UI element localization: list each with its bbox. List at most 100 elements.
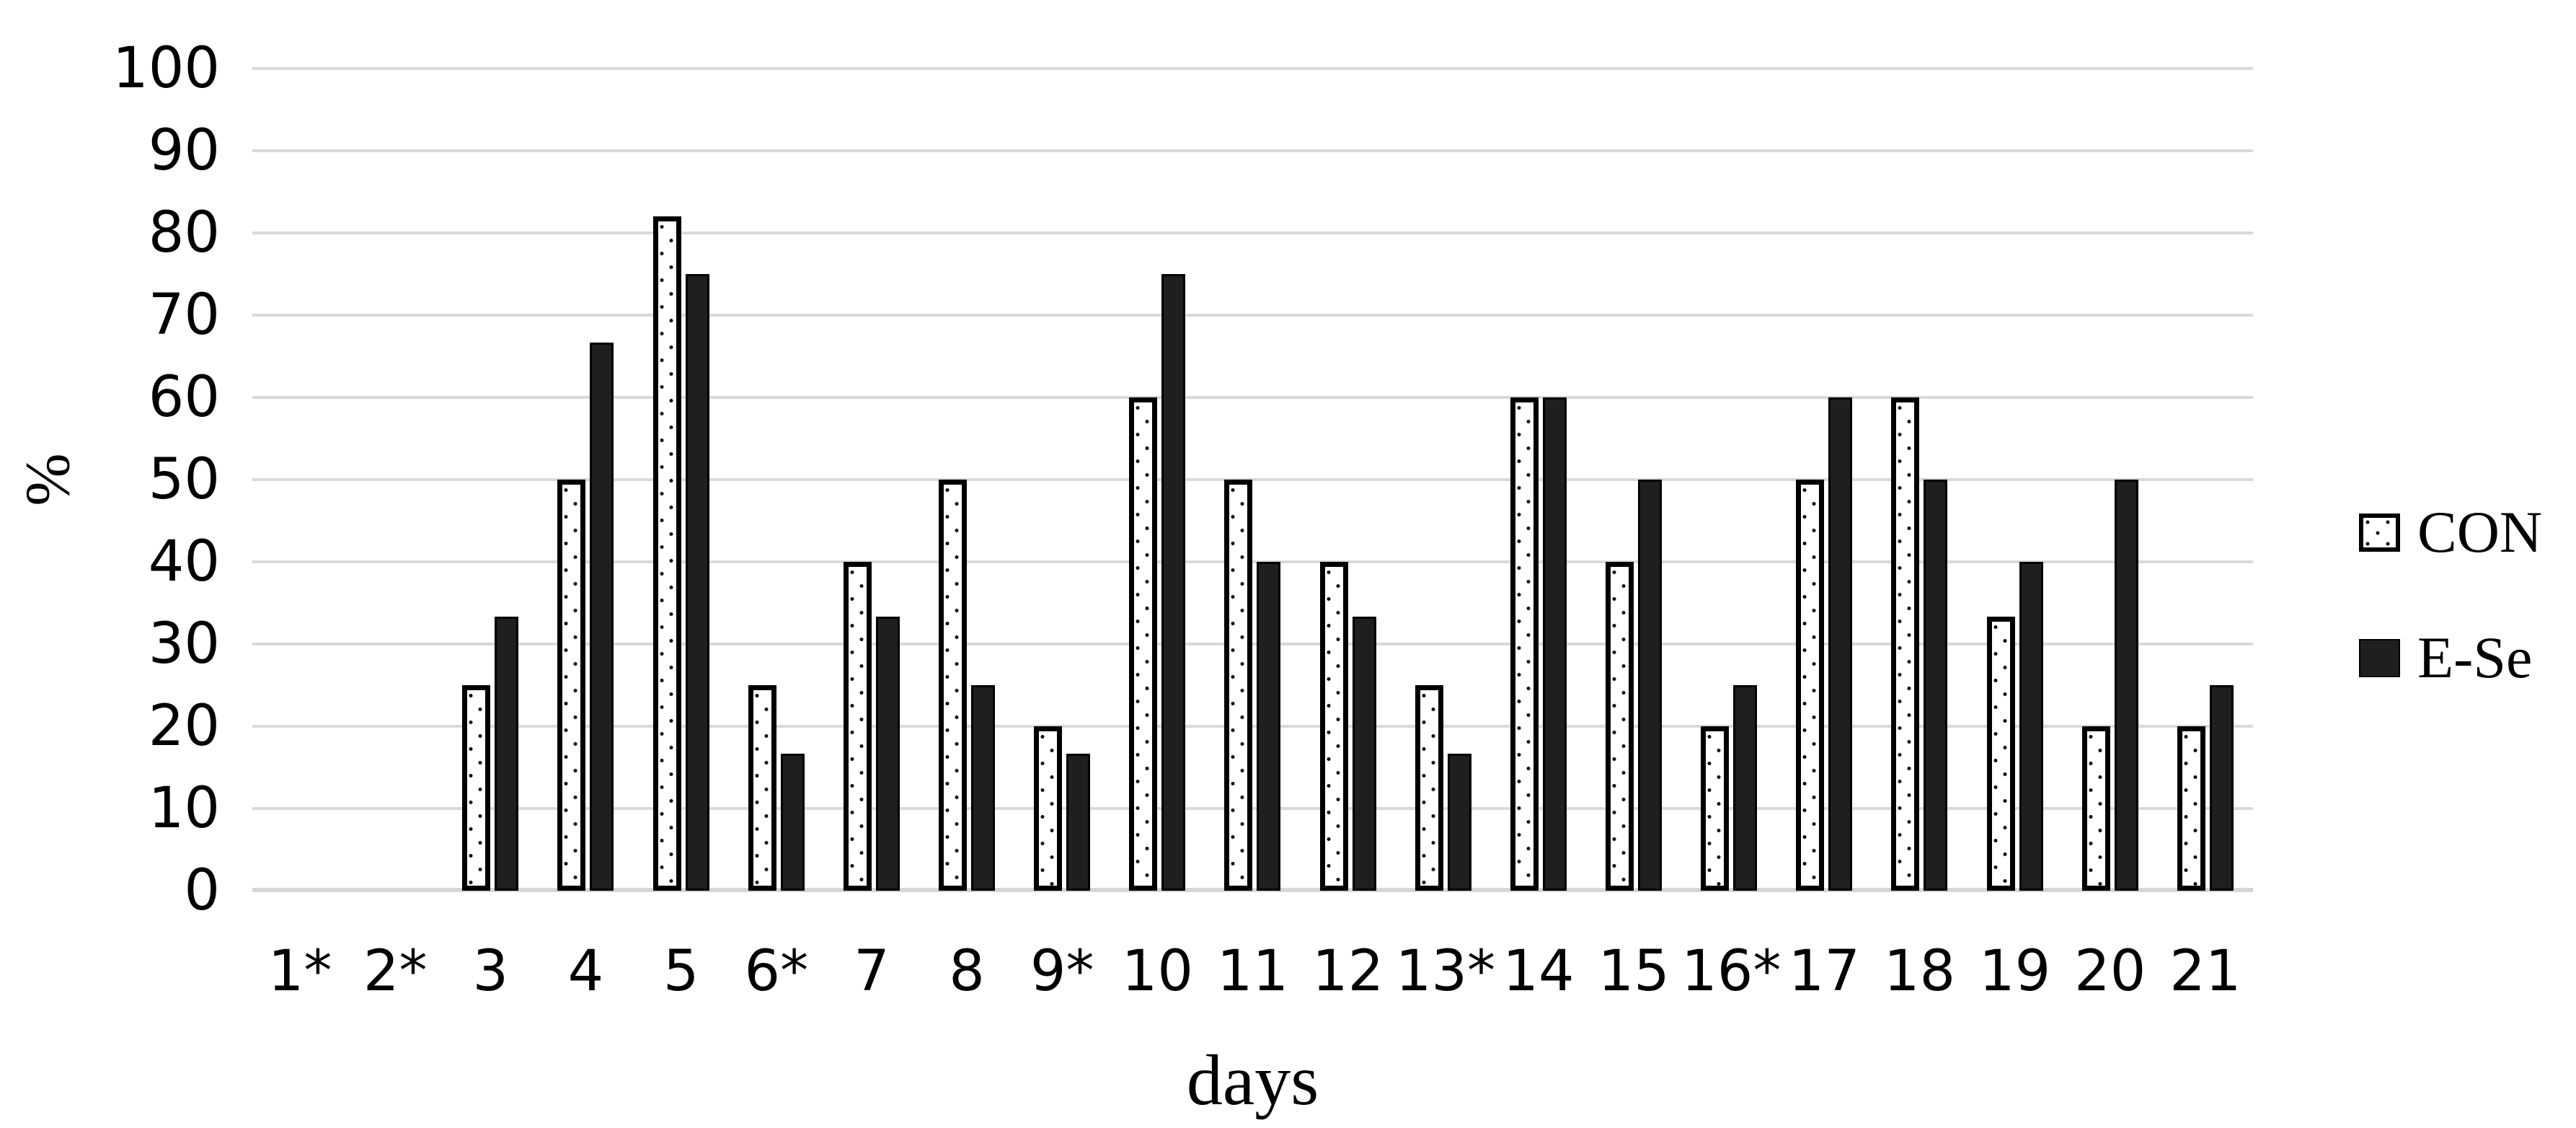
y-tick-label: 40 bbox=[148, 529, 220, 594]
bar-ese-day-5 bbox=[685, 274, 709, 891]
y-tick-label: 90 bbox=[148, 118, 220, 183]
bar-con-day-9 bbox=[1034, 726, 1063, 891]
bar-group-day-13 bbox=[1396, 69, 1491, 891]
x-tick-label: 18 bbox=[1883, 939, 1956, 1004]
x-tick-label: 6* bbox=[744, 939, 809, 1004]
x-tick-label: 1* bbox=[267, 939, 332, 1004]
x-tick-label: 13* bbox=[1395, 939, 1495, 1004]
bar-group-day-6 bbox=[729, 69, 824, 891]
legend-swatch-ese-icon bbox=[2359, 638, 2400, 677]
bar-ese-day-11 bbox=[1257, 562, 1281, 891]
y-tick-label: 80 bbox=[148, 201, 220, 265]
bar-ese-day-8 bbox=[971, 685, 996, 891]
x-tick-label: 21 bbox=[2169, 939, 2241, 1004]
bar-group-day-17 bbox=[1776, 69, 1872, 891]
legend-swatch-con-icon bbox=[2359, 513, 2400, 552]
bar-con-day-17 bbox=[1796, 480, 1825, 891]
y-axis: 0 10 20 30 40 50 60 70 80 90 100 bbox=[0, 40, 220, 919]
bar-ese-day-15 bbox=[1638, 480, 1663, 891]
y-tick-label: 50 bbox=[148, 447, 220, 512]
bar-group-day-3 bbox=[443, 69, 538, 891]
bar-con-day-14 bbox=[1510, 397, 1539, 891]
bar-con-day-13 bbox=[1415, 685, 1443, 891]
x-tick-label: 4 bbox=[567, 939, 604, 1004]
legend-item-con: CON bbox=[2359, 500, 2542, 565]
bar-group-day-18 bbox=[1872, 69, 1967, 891]
bar-ese-day-18 bbox=[1924, 480, 1948, 891]
x-tick-label: 2* bbox=[363, 939, 428, 1004]
bar-ese-day-12 bbox=[1352, 617, 1376, 891]
x-tick-label: 10 bbox=[1121, 939, 1193, 1004]
y-tick-label: 20 bbox=[148, 694, 220, 759]
gridline bbox=[252, 725, 2253, 728]
bar-con-day-5 bbox=[652, 216, 681, 891]
bar-ese-day-3 bbox=[495, 617, 519, 891]
bar-con-day-20 bbox=[2081, 726, 2110, 891]
bar-group-day-11 bbox=[1205, 69, 1300, 891]
y-tick-label: 0 bbox=[184, 858, 220, 923]
bar-con-day-10 bbox=[1129, 397, 1158, 891]
x-tick-label: 20 bbox=[2074, 939, 2146, 1004]
x-tick-label: 12 bbox=[1312, 939, 1384, 1004]
bar-group-day-5 bbox=[634, 69, 729, 891]
bar-group-day-2 bbox=[348, 69, 443, 891]
gridline bbox=[252, 67, 2253, 70]
legend-item-ese: E-Se bbox=[2359, 625, 2532, 690]
gridline bbox=[252, 643, 2253, 645]
x-axis: 1* 2* 3 4 5 6* 7 8 9* 10 11 12 13* 14 15 16* 17 18 19 20 21 bbox=[252, 943, 2253, 1008]
bar-con-day-3 bbox=[462, 685, 491, 891]
bar-group-day-12 bbox=[1301, 69, 1396, 891]
bar-group-day-21 bbox=[2158, 69, 2253, 891]
bar-ese-day-16 bbox=[1733, 685, 1758, 891]
gridline bbox=[252, 149, 2253, 152]
y-tick-label: 100 bbox=[112, 36, 220, 101]
bar-ese-day-6 bbox=[780, 753, 805, 891]
bar-group-day-4 bbox=[538, 69, 633, 891]
bar-con-day-15 bbox=[1606, 562, 1634, 891]
bar-ese-day-14 bbox=[1542, 397, 1567, 891]
bar-ese-day-10 bbox=[1161, 274, 1186, 891]
bar-group-day-15 bbox=[1586, 69, 1681, 891]
bar-group-day-8 bbox=[919, 69, 1014, 891]
bar-ese-day-20 bbox=[2114, 480, 2138, 891]
bar-ese-day-9 bbox=[1066, 753, 1091, 891]
x-axis-title: days bbox=[1186, 1040, 1319, 1120]
x-tick-label: 3 bbox=[472, 939, 509, 1004]
x-tick-label: 19 bbox=[1979, 939, 2051, 1004]
bar-group-day-19 bbox=[1968, 69, 2063, 891]
x-tick-label: 8 bbox=[949, 939, 985, 1004]
bar-group-day-9 bbox=[1014, 69, 1110, 891]
bar-ese-day-4 bbox=[590, 342, 614, 891]
gridline bbox=[252, 560, 2253, 563]
bar-ese-day-17 bbox=[1828, 397, 1853, 891]
bar-ese-day-13 bbox=[1447, 753, 1471, 891]
gridline bbox=[252, 232, 2253, 234]
x-tick-label: 16* bbox=[1681, 939, 1781, 1004]
x-tick-label: 11 bbox=[1216, 939, 1289, 1004]
y-tick-label: 70 bbox=[148, 283, 220, 348]
bar-group-day-7 bbox=[824, 69, 919, 891]
y-tick-label: 60 bbox=[148, 365, 220, 430]
bar-con-day-7 bbox=[843, 562, 872, 891]
bar-group-day-16 bbox=[1681, 69, 1776, 891]
x-tick-label: 7 bbox=[854, 939, 890, 1004]
gridline bbox=[252, 807, 2253, 810]
gridline bbox=[252, 314, 2253, 317]
legend-label-con: CON bbox=[2417, 499, 2543, 565]
x-tick-label: 5 bbox=[663, 939, 699, 1004]
bar-ese-day-21 bbox=[2209, 685, 2234, 891]
bar-con-day-21 bbox=[2177, 726, 2205, 891]
bar-con-day-18 bbox=[1891, 397, 1920, 891]
gridline bbox=[252, 396, 2253, 399]
bar-con-day-16 bbox=[1701, 726, 1730, 891]
plot-area bbox=[252, 67, 2253, 892]
bar-group-day-20 bbox=[2063, 69, 2158, 891]
gridline bbox=[252, 478, 2253, 481]
bar-con-day-11 bbox=[1224, 480, 1253, 891]
x-tick-label: 17 bbox=[1788, 939, 1860, 1004]
legend-label-ese: E-Se bbox=[2417, 625, 2533, 690]
bar-con-day-12 bbox=[1319, 562, 1348, 891]
bars-layer bbox=[252, 69, 2253, 891]
y-tick-label: 10 bbox=[148, 776, 220, 841]
